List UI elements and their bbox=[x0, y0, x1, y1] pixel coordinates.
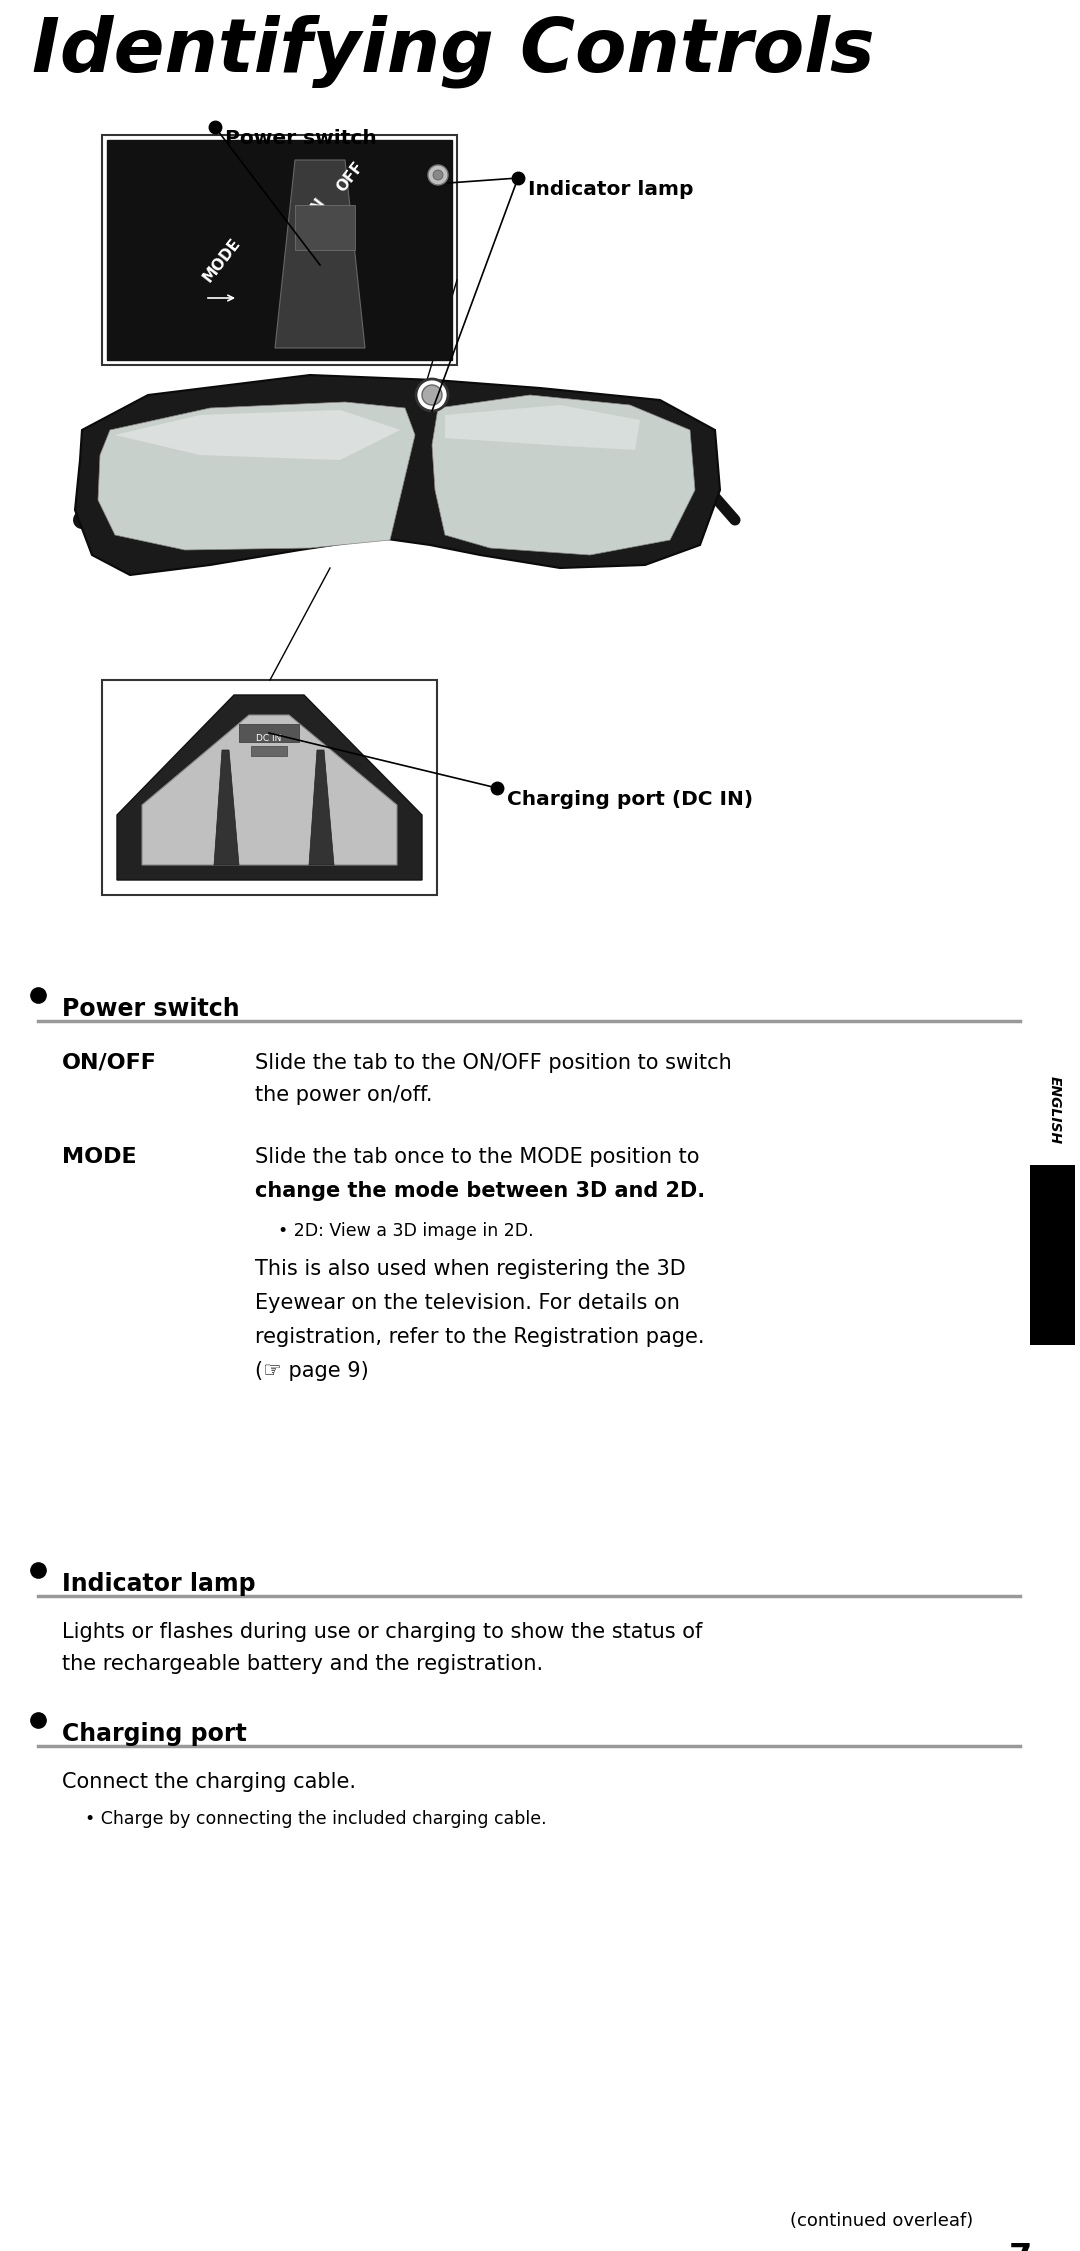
Text: Slide the tab once to the MODE position to: Slide the tab once to the MODE position … bbox=[255, 1148, 700, 1166]
Text: OFF: OFF bbox=[334, 160, 366, 196]
Text: MODE: MODE bbox=[62, 1148, 137, 1166]
Polygon shape bbox=[445, 405, 640, 450]
Polygon shape bbox=[114, 410, 400, 459]
Text: registration, refer to the Registration page.: registration, refer to the Registration … bbox=[255, 1328, 704, 1346]
Text: Power switch: Power switch bbox=[225, 128, 377, 149]
Text: ON: ON bbox=[301, 196, 328, 225]
Text: Eyewear on the television. For details on: Eyewear on the television. For details o… bbox=[255, 1292, 680, 1312]
Polygon shape bbox=[107, 140, 453, 360]
Text: ON/OFF: ON/OFF bbox=[62, 1053, 157, 1074]
Text: Charging port (DC IN): Charging port (DC IN) bbox=[507, 790, 753, 808]
Bar bbox=[102, 680, 437, 896]
Bar bbox=[251, 745, 287, 756]
Text: change the mode between 3D and 2D.: change the mode between 3D and 2D. bbox=[255, 1182, 705, 1202]
Polygon shape bbox=[98, 403, 415, 549]
Text: MODE: MODE bbox=[201, 236, 244, 286]
Polygon shape bbox=[141, 716, 397, 864]
Bar bbox=[102, 135, 457, 365]
Polygon shape bbox=[432, 394, 696, 556]
Polygon shape bbox=[117, 696, 422, 880]
Text: Lights or flashes during use or charging to show the status of: Lights or flashes during use or charging… bbox=[62, 1623, 702, 1641]
Polygon shape bbox=[75, 376, 720, 574]
Circle shape bbox=[416, 378, 448, 412]
Text: Indicator lamp: Indicator lamp bbox=[528, 180, 693, 198]
Bar bbox=[239, 725, 299, 743]
Text: Slide the tab to the ON/OFF position to switch: Slide the tab to the ON/OFF position to … bbox=[255, 1053, 732, 1074]
Text: Identifying Controls: Identifying Controls bbox=[32, 16, 875, 88]
Text: 7: 7 bbox=[1009, 2242, 1031, 2251]
Text: the rechargeable battery and the registration.: the rechargeable battery and the registr… bbox=[62, 1654, 543, 1675]
Text: Connect the charging cable.: Connect the charging cable. bbox=[62, 1772, 356, 1792]
Text: (☞ page 9): (☞ page 9) bbox=[255, 1362, 368, 1382]
Text: the power on/off.: the power on/off. bbox=[255, 1085, 432, 1105]
Polygon shape bbox=[309, 750, 334, 864]
Circle shape bbox=[422, 385, 442, 405]
Circle shape bbox=[433, 171, 443, 180]
Text: Charging port: Charging port bbox=[62, 1722, 246, 1747]
Bar bbox=[1030, 1166, 1075, 1346]
Circle shape bbox=[428, 164, 448, 185]
Polygon shape bbox=[214, 750, 239, 864]
Text: (continued overleaf): (continued overleaf) bbox=[789, 2213, 973, 2231]
Text: This is also used when registering the 3D: This is also used when registering the 3… bbox=[255, 1258, 686, 1279]
Bar bbox=[295, 205, 355, 250]
Polygon shape bbox=[275, 160, 365, 349]
Text: Power switch: Power switch bbox=[62, 997, 240, 1022]
Text: • 2D: View a 3D image in 2D.: • 2D: View a 3D image in 2D. bbox=[278, 1222, 534, 1240]
Text: Indicator lamp: Indicator lamp bbox=[62, 1571, 256, 1596]
Text: ENGLISH: ENGLISH bbox=[1048, 1076, 1062, 1144]
Text: • Charge by connecting the included charging cable.: • Charge by connecting the included char… bbox=[85, 1810, 546, 1828]
Text: DC IN: DC IN bbox=[256, 734, 282, 743]
